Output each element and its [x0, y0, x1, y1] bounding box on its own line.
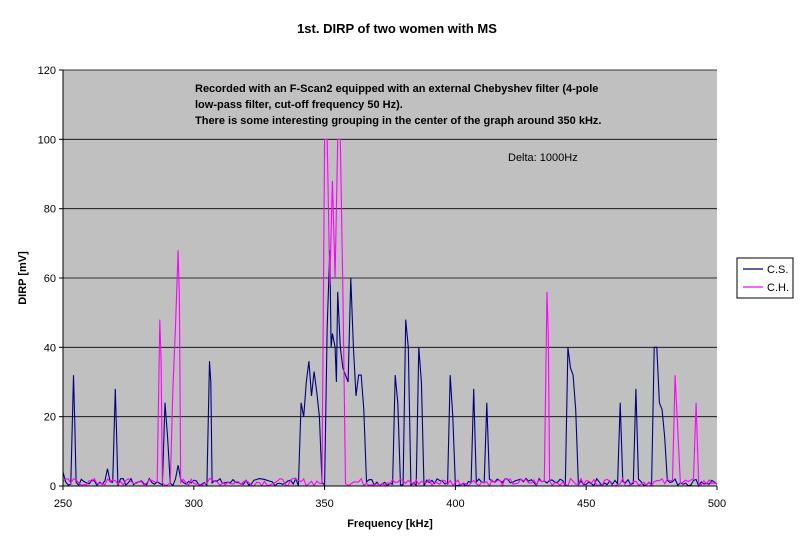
x-tick-label: 350: [315, 498, 333, 510]
delta-label: Delta: 1000Hz: [508, 152, 578, 164]
x-axis-label: Frequency [kHz]: [347, 518, 433, 530]
y-tick-label: 20: [44, 412, 56, 424]
legend-box: [736, 257, 794, 299]
annotation-line-2: low-pass filter, cut-off frequency 50 Hz…: [195, 99, 403, 111]
legend: C.S. C.H.: [736, 257, 794, 299]
legend-label-ch: C.H.: [767, 282, 789, 294]
x-tick-label: 250: [54, 498, 72, 510]
y-tick-label: 80: [44, 204, 56, 216]
x-tick-labels: 250 300 350 400 450 500: [54, 486, 726, 510]
x-tick-label: 300: [185, 498, 203, 510]
series-line-cs: [62, 250, 718, 487]
y-tick-label: 120: [38, 65, 56, 77]
x-tick-label: 400: [446, 498, 464, 510]
chart-title: 1st. DIRP of two women with MS: [297, 21, 497, 36]
y-axis-label: DIRP [mV]: [17, 251, 29, 305]
y-tick-label: 100: [38, 134, 56, 146]
x-tick-label: 500: [708, 498, 726, 510]
x-tick-label: 450: [577, 498, 595, 510]
series-layer: [62, 138, 718, 488]
y-tick-labels: 0 20 40 60 80 100 120: [38, 65, 63, 493]
annotation-box: Recorded with an F-Scan2 equipped with a…: [195, 83, 601, 127]
annotation-line-1: Recorded with an F-Scan2 equipped with a…: [195, 83, 598, 95]
y-tick-label: 0: [50, 481, 56, 493]
legend-label-cs: C.S.: [767, 264, 788, 276]
annotation-line-3: There is some interesting grouping in th…: [195, 115, 601, 127]
y-tick-label: 60: [44, 273, 56, 285]
y-tick-label: 40: [44, 342, 56, 354]
series-line-ch: [62, 138, 718, 488]
